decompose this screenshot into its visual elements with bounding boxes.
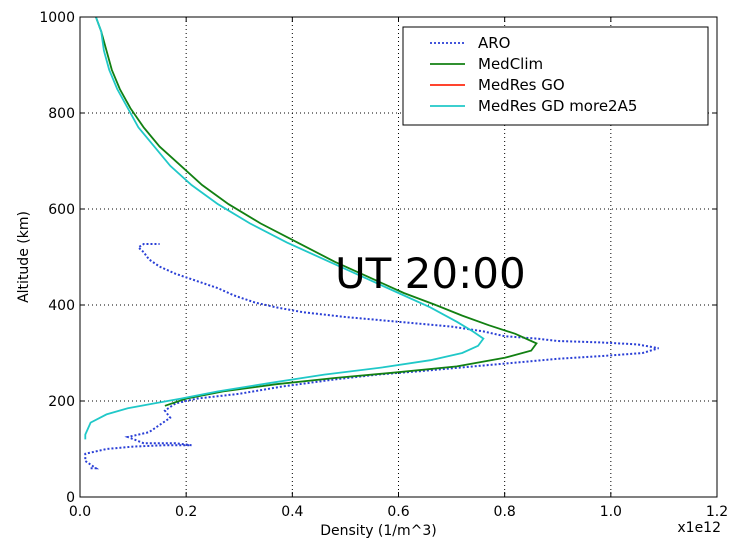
legend-label: MedClim [478, 55, 543, 73]
legend: ARO MedClim MedRes GO MedRes GD more2A5 [402, 26, 709, 126]
x-tick-label: 0.8 [494, 504, 516, 520]
legend-box [402, 26, 709, 126]
y-tick-label: 400 [48, 298, 75, 314]
legend-label: MedRes GD more2A5 [478, 97, 637, 115]
x-tick-label: 0.2 [175, 504, 197, 520]
x-axis-label: Density (1/m^3) [320, 523, 437, 539]
x-tick-label: 1.2 [706, 504, 728, 520]
axis-ticks: 0.0 0.2 0.4 0.6 0.8 1.0 1.2 0 200 400 600 800 1000 [39, 10, 728, 520]
series-line-2 [95, 16, 538, 407]
time-annotation: UT 20:00 [335, 249, 526, 298]
y-tick-label: 800 [48, 106, 75, 122]
x-tick-label: 1.0 [600, 504, 622, 520]
x-axis-multiplier: x1e12 [677, 520, 721, 536]
x-tick-label: 0.0 [69, 504, 91, 520]
y-tick-label: 1000 [39, 10, 75, 26]
y-tick-label: 0 [66, 490, 75, 506]
y-tick-label: 600 [48, 202, 75, 218]
series-line-1 [84, 243, 659, 470]
y-axis-label: Altitude (km) [16, 211, 32, 303]
legend-label: MedRes GO [478, 76, 565, 94]
legend-label: ARO [478, 34, 511, 52]
x-tick-label: 0.4 [281, 504, 303, 520]
x-tick-label: 0.6 [387, 504, 409, 520]
series-line-4 [84, 16, 485, 440]
y-tick-label: 200 [48, 394, 75, 410]
series-group [84, 16, 659, 470]
